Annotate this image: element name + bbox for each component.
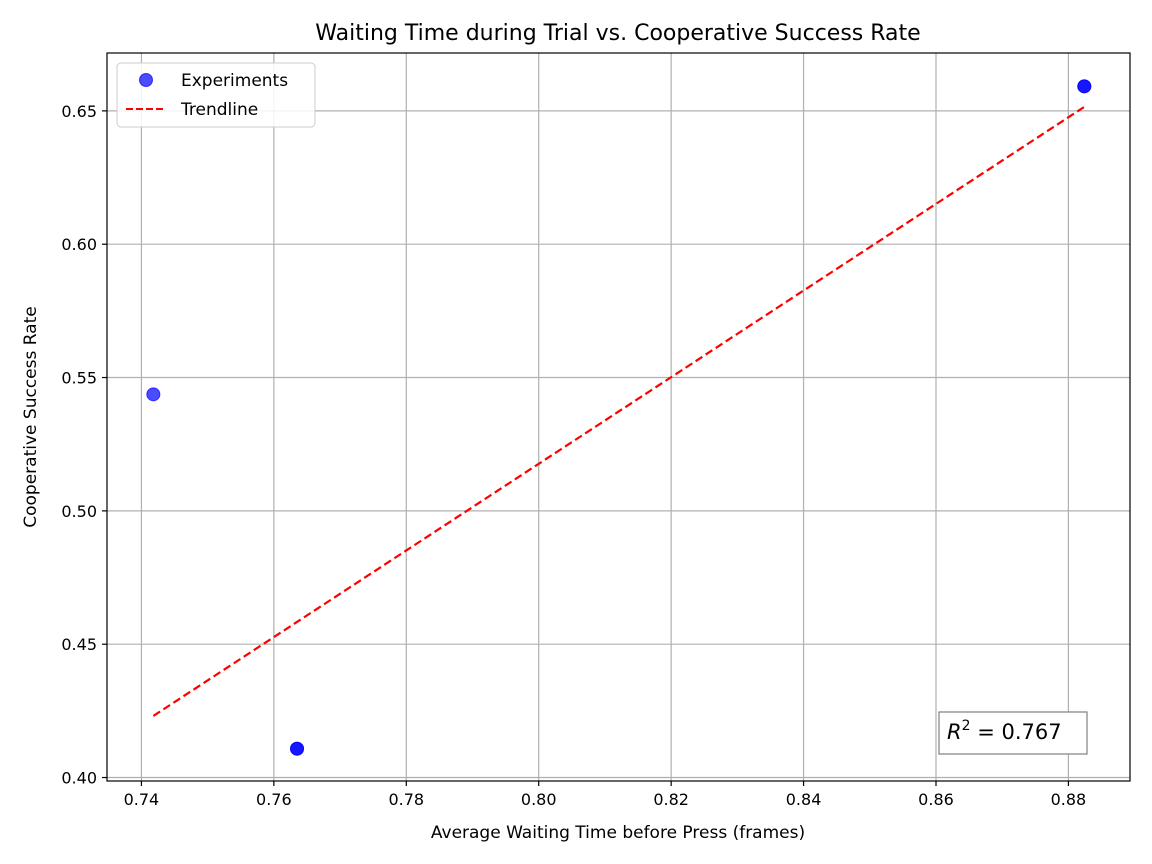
legend-label-experiments: Experiments [181, 71, 288, 91]
legend: Experiments Trendline [116, 62, 316, 128]
plot-marks [146, 79, 1092, 756]
y-axis-label: Cooperative Success Rate [21, 306, 41, 527]
y-tick-label: 0.40 [61, 769, 97, 788]
y-tick-label: 0.55 [61, 369, 97, 388]
y-axis-ticks: 0.40 0.45 0.50 0.55 0.60 0.65 [61, 102, 107, 788]
data-point-experiment [290, 741, 305, 756]
x-axis-ticks: 0.74 0.76 0.78 0.80 0.82 0.84 0.86 0.88 [124, 781, 1087, 809]
y-tick-label: 0.45 [61, 635, 97, 654]
r-squared-annotation: R2 = 0.767 [938, 711, 1088, 755]
grid-lines [107, 53, 1130, 781]
legend-box [116, 62, 316, 128]
x-tick-label: 0.80 [521, 790, 557, 809]
r-squared-symbol: R [947, 720, 962, 744]
data-point-experiment [146, 387, 161, 402]
x-tick-label: 0.86 [918, 790, 954, 809]
x-tick-label: 0.76 [256, 790, 292, 809]
legend-marker-experiments [139, 73, 153, 87]
r-squared-box [938, 711, 1088, 755]
x-tick-label: 0.84 [786, 790, 822, 809]
x-tick-label: 0.82 [653, 790, 689, 809]
x-tick-label: 0.78 [388, 790, 424, 809]
x-axis-label: Average Waiting Time before Press (frame… [431, 823, 805, 843]
chart-title: Waiting Time during Trial vs. Cooperativ… [315, 21, 920, 46]
r-squared-exponent: 2 [962, 718, 971, 734]
x-tick-label: 0.88 [1051, 790, 1087, 809]
x-tick-label: 0.74 [124, 790, 160, 809]
r-squared-value: = 0.767 [971, 720, 1062, 744]
plot-frame [106, 52, 1131, 782]
y-tick-label: 0.50 [61, 502, 97, 521]
trendline [152, 105, 1085, 717]
data-point-experiment [1077, 79, 1092, 94]
r-squared-text: R2 = 0.767 [947, 718, 1062, 744]
legend-label-trendline: Trendline [180, 100, 258, 120]
y-tick-label: 0.65 [61, 102, 97, 121]
y-tick-label: 0.60 [61, 235, 97, 254]
